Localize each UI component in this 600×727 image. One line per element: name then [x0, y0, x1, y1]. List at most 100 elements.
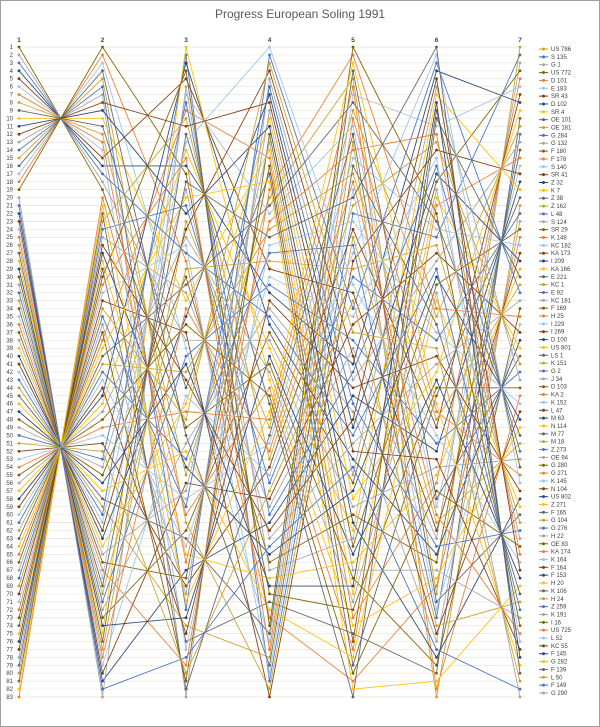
legend-item: M 77: [539, 432, 565, 438]
series-point: [518, 299, 522, 303]
series-point: [518, 109, 522, 112]
series-point: [518, 164, 522, 168]
series-point: [101, 465, 104, 469]
series-point: [435, 378, 438, 382]
series-point: [268, 655, 271, 659]
series-point: [435, 544, 438, 548]
legend-item: L 50: [539, 675, 563, 681]
series-point: [184, 386, 188, 390]
series-point: [101, 124, 104, 128]
series-point: [518, 505, 522, 509]
legend-marker-dot: [542, 644, 545, 648]
legend-item: I 269: [539, 330, 565, 336]
legend-marker-dot: [542, 126, 545, 130]
series-point: [351, 338, 355, 342]
series-point: [268, 600, 271, 604]
series-point: [268, 394, 271, 398]
legend-label: OE 101: [551, 118, 572, 124]
series-point: [435, 61, 438, 65]
series-point: [17, 93, 21, 96]
series-point: [184, 624, 188, 628]
series-point: [435, 93, 438, 96]
series-point: [101, 61, 104, 65]
series-point: [101, 132, 104, 136]
series-point: [351, 616, 355, 620]
rank-axis-label: 5: [10, 77, 14, 83]
series-point: [268, 164, 271, 168]
series-point: [17, 338, 21, 342]
legend-item: H 20: [539, 581, 564, 587]
series-point: [351, 212, 355, 215]
series-point: [268, 45, 271, 49]
rank-axis-label: 44: [6, 386, 13, 392]
series-point: [435, 362, 438, 366]
series-point: [17, 505, 21, 509]
legend-marker-dot: [542, 314, 545, 318]
legend-item: S 140: [539, 165, 567, 171]
legend-item: I 209: [539, 259, 565, 265]
rank-axis-label: 68: [6, 576, 13, 582]
series-point: [184, 354, 188, 358]
series-point: [518, 251, 522, 255]
series-point: [435, 394, 438, 398]
legend-label: KC 181: [551, 298, 572, 304]
legend-marker-dot: [542, 55, 545, 59]
series-point: [268, 291, 271, 295]
series-point: [518, 291, 522, 295]
legend-marker-dot: [542, 620, 545, 624]
series-point: [17, 124, 21, 128]
series-point: [184, 156, 188, 160]
series-point: [518, 632, 522, 635]
series-point: [435, 655, 438, 659]
series-point: [518, 140, 522, 144]
series-point: [101, 140, 104, 144]
series-point: [184, 426, 188, 429]
rank-axis-label: 9: [10, 108, 14, 114]
legend-marker-dot: [542, 165, 545, 169]
series-point: [17, 45, 21, 49]
legend-item: G 271: [539, 471, 568, 477]
series-point: [17, 560, 21, 564]
series-point: [268, 568, 271, 572]
series-point: [351, 204, 355, 207]
rank-axis-label: 13: [6, 140, 13, 146]
legend-label: M 63: [551, 416, 565, 422]
series-point: [351, 323, 355, 326]
series-point: [435, 235, 438, 239]
series-point: [518, 584, 522, 588]
series-point: [101, 370, 104, 374]
legend-item: K 151: [539, 361, 567, 367]
legend-label: OE 94: [551, 455, 569, 461]
series-point: [184, 655, 188, 659]
rank-axis-label: 67: [6, 568, 13, 574]
series-point: [184, 299, 188, 303]
series-point: [518, 283, 522, 287]
series-point: [184, 85, 188, 89]
series-point: [17, 648, 21, 651]
series-point: [435, 584, 438, 588]
series-point: [268, 53, 271, 57]
series-point: [518, 426, 522, 429]
series-point: [101, 148, 104, 152]
series-point: [518, 204, 522, 207]
series-point: [435, 251, 438, 255]
series-point: [17, 616, 21, 620]
series-point: [184, 529, 188, 532]
legend-item: D 100: [539, 338, 568, 344]
rank-axis-label: 25: [6, 235, 13, 241]
series-point: [351, 505, 355, 509]
legend-marker-dot: [542, 479, 545, 483]
legend-marker-dot: [542, 306, 545, 310]
series-point: [184, 687, 188, 691]
series-point: [184, 632, 188, 635]
series-point: [101, 640, 104, 643]
series-point: [351, 434, 355, 437]
series-point: [101, 410, 104, 414]
series-point: [351, 101, 355, 104]
legend-item: H 25: [539, 314, 564, 320]
series-point: [17, 671, 21, 675]
rank-axis-label: 15: [6, 156, 13, 162]
legend-label: Z 273: [551, 448, 567, 454]
series-point: [17, 568, 21, 572]
series-point: [101, 69, 104, 73]
